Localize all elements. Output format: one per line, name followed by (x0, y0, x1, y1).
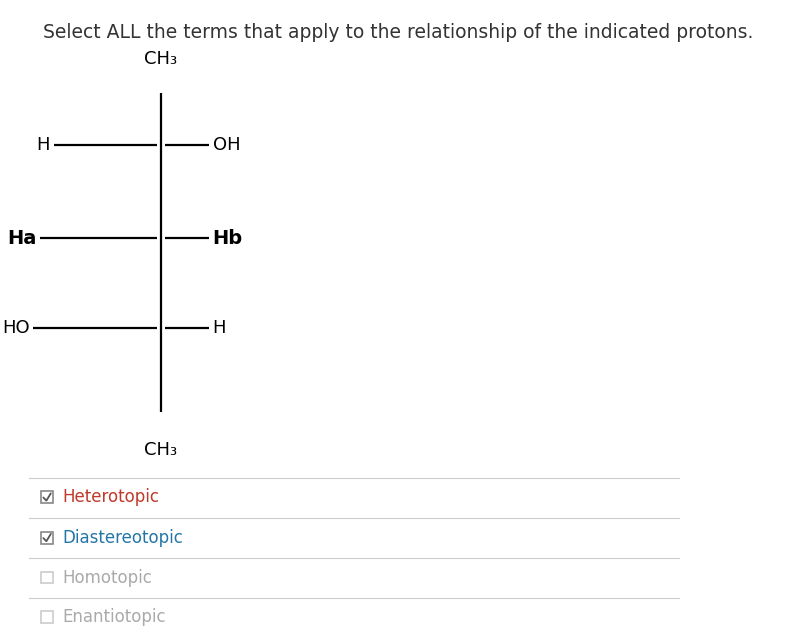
Text: H: H (36, 136, 50, 154)
FancyBboxPatch shape (41, 611, 53, 623)
Text: CH₃: CH₃ (144, 50, 177, 68)
FancyBboxPatch shape (41, 532, 53, 544)
Text: Enantiotopic: Enantiotopic (62, 608, 166, 626)
Text: CH₃: CH₃ (144, 441, 177, 459)
FancyBboxPatch shape (41, 572, 53, 583)
Text: Heterotopic: Heterotopic (62, 488, 160, 506)
FancyBboxPatch shape (41, 491, 53, 503)
Text: Homotopic: Homotopic (62, 569, 152, 587)
Text: HO: HO (2, 319, 29, 337)
Text: Diastereotopic: Diastereotopic (62, 529, 183, 547)
Text: Select ALL the terms that apply to the relationship of the indicated protons.: Select ALL the terms that apply to the r… (43, 23, 753, 42)
Text: H: H (212, 319, 225, 337)
Text: Hb: Hb (212, 229, 242, 248)
Text: Ha: Ha (7, 229, 36, 248)
Text: OH: OH (212, 136, 240, 154)
